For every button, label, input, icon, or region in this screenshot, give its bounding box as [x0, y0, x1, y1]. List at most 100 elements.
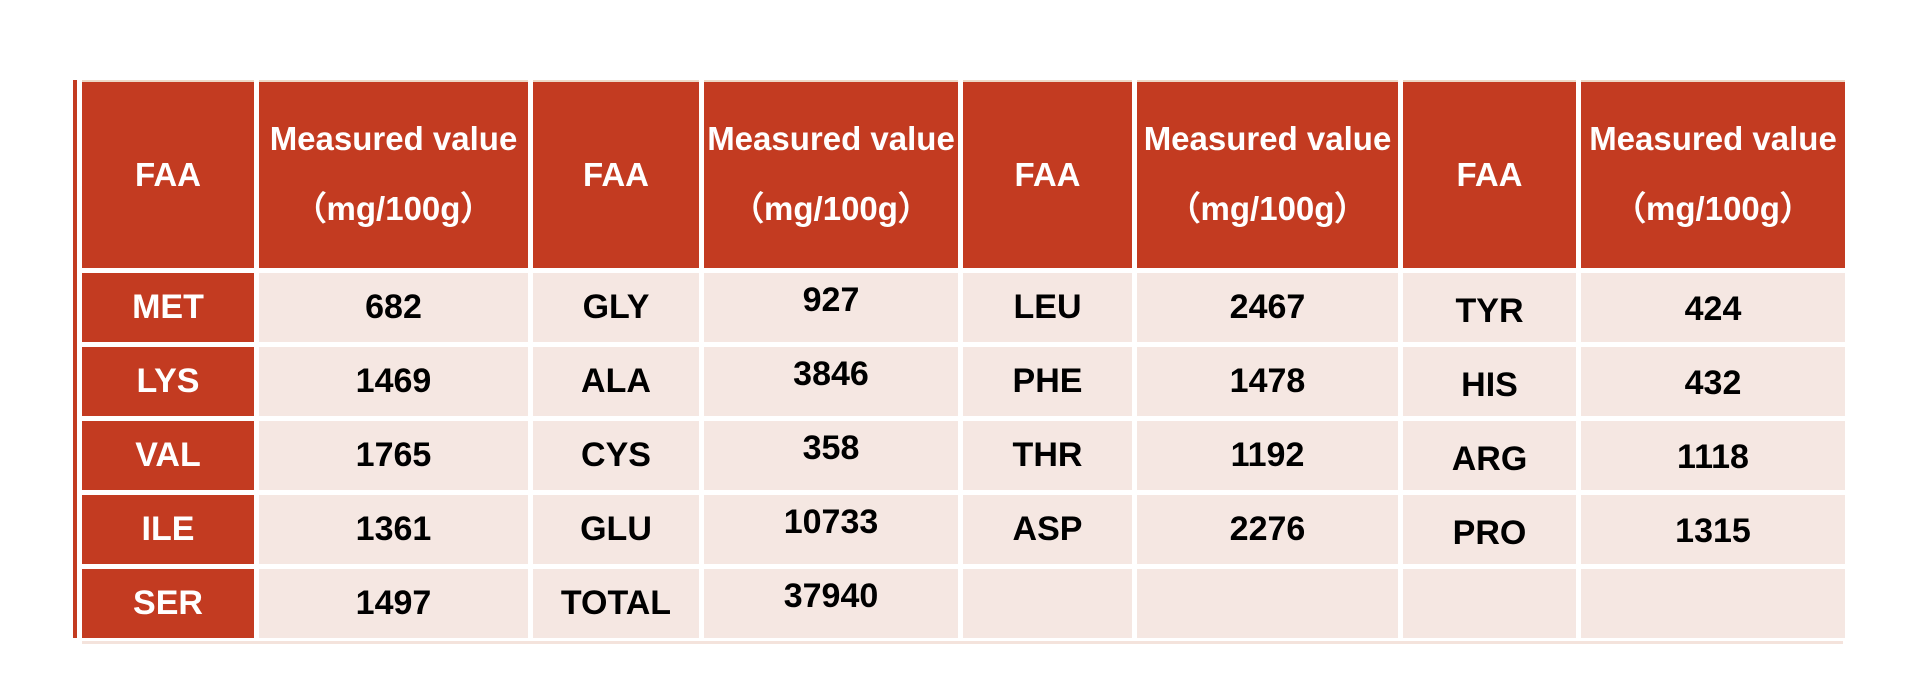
row-label: SER [133, 584, 203, 622]
measured-value-cell: 1192 [1137, 421, 1398, 490]
row-label-cell: LYS [82, 347, 254, 416]
faa-name-cell: PRO [1403, 495, 1576, 564]
measured-value-cell: 3846 [704, 347, 958, 416]
measured-value-label: 1361 [355, 510, 432, 548]
faa-name-label: ASP [1012, 510, 1083, 548]
measured-value-cell: 1478 [1137, 347, 1398, 416]
faa-name-cell [1403, 569, 1576, 638]
measured-value-header-cell: Measured value （mg/100g） [1581, 80, 1845, 268]
measured-value-label: 2467 [1229, 288, 1306, 326]
measured-value-header-line1: Measured value [269, 120, 518, 157]
faa-header-cell: FAA [1403, 80, 1576, 268]
faa-header-label: FAA [583, 156, 649, 193]
faa-name-cell: CYS [533, 421, 699, 490]
faa-name-cell: TYR [1403, 273, 1576, 342]
faa-header-label: FAA [1456, 156, 1523, 193]
measured-value-label: 37940 [783, 577, 879, 615]
measured-value-header-cell: Measured value （mg/100g） [1137, 80, 1398, 268]
faa-name-cell: TOTAL [533, 569, 699, 638]
row-label-cell: MET [82, 273, 254, 342]
table-bottom-border [82, 641, 1843, 644]
measured-value-cell: 2467 [1137, 273, 1398, 342]
measured-value-label: 682 [365, 288, 422, 326]
faa-name-cell: ARG [1403, 421, 1576, 490]
faa-name-cell: HIS [1403, 347, 1576, 416]
measured-value-cell: 424 [1581, 273, 1845, 342]
faa-name-cell [963, 569, 1132, 638]
faa-name-label: TYR [1455, 292, 1524, 330]
measured-value-header-line2: （mg/100g） [1167, 190, 1368, 227]
measured-value-label: 358 [802, 429, 860, 467]
measured-value-header-line1: Measured value [1589, 120, 1837, 157]
measured-value-cell: 1361 [259, 495, 528, 564]
measured-value-label: 1315 [1675, 512, 1751, 550]
measured-value-label: 1497 [355, 584, 432, 622]
measured-value-header-line2: （mg/100g） [1613, 190, 1813, 227]
row-label: ILE [141, 510, 195, 548]
row-label: VAL [135, 436, 201, 474]
faa-table: FAA Measured value （mg/100g） FAA Measure… [82, 80, 1845, 638]
faa-name-cell: THR [963, 421, 1132, 490]
measured-value-header-line2: （mg/100g） [731, 190, 931, 227]
measured-value-label: 2276 [1229, 510, 1306, 548]
row-label-cell: SER [82, 569, 254, 638]
faa-name-label: ALA [581, 362, 651, 400]
row-label-cell: ILE [82, 495, 254, 564]
faa-header-cell: FAA [963, 80, 1132, 268]
measured-value-label: 1478 [1229, 362, 1306, 400]
faa-header-cell: FAA [533, 80, 699, 268]
measured-value-label: 10733 [783, 503, 879, 541]
measured-value-label: 3846 [793, 355, 869, 393]
measured-value-cell: 927 [704, 273, 958, 342]
faa-header-label: FAA [1014, 156, 1081, 193]
measured-value-header-line1: Measured value [707, 120, 955, 157]
faa-name-label: TOTAL [560, 584, 672, 622]
faa-name-label: GLU [580, 510, 652, 548]
faa-name-cell: GLU [533, 495, 699, 564]
measured-value-header-cell: Measured value （mg/100g） [259, 80, 528, 268]
measured-value-cell: 432 [1581, 347, 1845, 416]
faa-name-label: ARG [1451, 440, 1528, 478]
measured-value-cell [1137, 569, 1398, 638]
measured-value-label: 1192 [1230, 436, 1305, 474]
faa-name-label: GLY [582, 288, 650, 326]
faa-name-label: LEU [1013, 288, 1082, 326]
measured-value-cell [1581, 569, 1845, 638]
measured-value-cell: 358 [704, 421, 958, 490]
measured-value-cell: 682 [259, 273, 528, 342]
measured-value-cell: 1497 [259, 569, 528, 638]
measured-value-label: 1469 [355, 362, 432, 400]
measured-value-label: 1118 [1677, 438, 1749, 476]
measured-value-header-cell: Measured value （mg/100g） [704, 80, 958, 268]
measured-value-cell: 1469 [259, 347, 528, 416]
measured-value-cell: 2276 [1137, 495, 1398, 564]
measured-value-cell: 1765 [259, 421, 528, 490]
faa-name-cell: PHE [963, 347, 1132, 416]
faa-name-label: THR [1012, 436, 1083, 474]
faa-name-cell: ALA [533, 347, 699, 416]
measured-value-label: 927 [802, 281, 860, 319]
faa-name-label: HIS [1461, 366, 1518, 404]
faa-name-cell: GLY [533, 273, 699, 342]
faa-name-label: PHE [1012, 362, 1083, 400]
measured-value-cell: 37940 [704, 569, 958, 638]
measured-value-label: 432 [1684, 364, 1742, 402]
row-label: MET [132, 288, 204, 326]
faa-name-label: CYS [581, 436, 651, 474]
measured-value-header-line2: （mg/100g） [293, 190, 494, 227]
faa-header-label: FAA [135, 156, 201, 193]
faa-name-cell: ASP [963, 495, 1132, 564]
measured-value-cell: 1118 [1581, 421, 1845, 490]
row-label-cell: VAL [82, 421, 254, 490]
measured-value-cell: 1315 [1581, 495, 1845, 564]
measured-value-cell: 10733 [704, 495, 958, 564]
faa-header-cell: FAA [82, 80, 254, 268]
measured-value-label: 424 [1684, 290, 1742, 328]
row-label: LYS [136, 362, 200, 400]
table-outer-left-border [73, 80, 77, 638]
measured-value-label: 1765 [355, 436, 432, 474]
faa-name-label: PRO [1452, 514, 1527, 552]
measured-value-header-line1: Measured value [1143, 120, 1392, 157]
faa-name-cell: LEU [963, 273, 1132, 342]
